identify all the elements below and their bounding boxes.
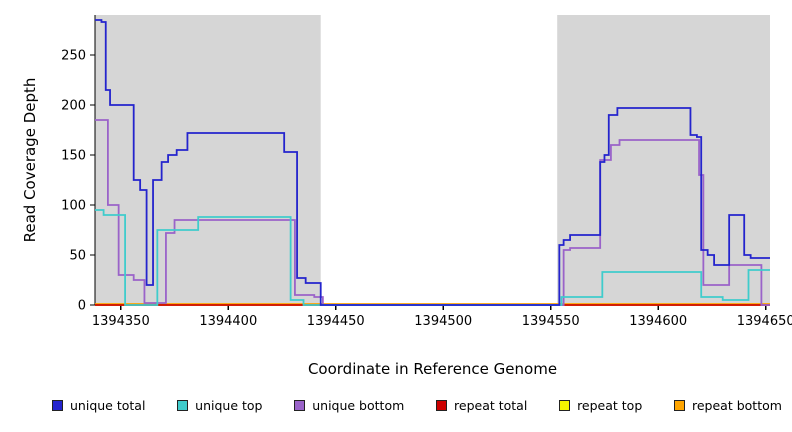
- legend-label: repeat top: [577, 398, 643, 413]
- x-tick-label: 1394500: [414, 314, 472, 329]
- legend-item-repeat-bottom: repeat bottom: [674, 398, 782, 413]
- x-tick-label: 1394400: [199, 314, 257, 329]
- series-unique-total: [95, 19, 770, 306]
- x-axis-title: Coordinate in Reference Genome: [307, 360, 558, 378]
- legend-swatch-icon: [294, 400, 306, 411]
- plot-canvas: 0 50 100 150 200 250 1394350 1394400 1394450 1394…: [61, 15, 792, 329]
- legend-item-unique-total: unique total: [52, 398, 145, 413]
- series-unique-bottom: [95, 119, 770, 306]
- x-tick-label: 1394450: [307, 314, 365, 329]
- legend-label: unique bottom: [312, 398, 405, 413]
- y-tick-label: 100: [61, 199, 86, 214]
- y-tick-label: 250: [61, 49, 86, 64]
- y-axis-title: Read Coverage Depth: [21, 77, 39, 243]
- legend-item-unique-bottom: unique bottom: [294, 398, 404, 413]
- legend-label: unique top: [195, 398, 263, 413]
- series-unique-top: [95, 209, 770, 306]
- legend-item-repeat-total: repeat total: [436, 398, 527, 413]
- legend-swatch-icon: [177, 400, 189, 411]
- shaded-region: [557, 15, 770, 305]
- legend-swatch-icon: [52, 400, 63, 411]
- legend-label: unique total: [70, 398, 146, 413]
- legend-swatch-icon: [559, 400, 571, 411]
- y-tick-label: 150: [61, 149, 86, 164]
- y-tick-label: 0: [78, 299, 86, 314]
- legend-swatch-icon: [436, 400, 448, 411]
- x-tick-label: 1394550: [522, 314, 580, 329]
- x-tick-label: 1394600: [629, 314, 687, 329]
- y-tick-label: 50: [69, 249, 86, 264]
- y-tick-label: 200: [61, 99, 86, 114]
- legend: unique total unique top unique bottom repea…: [52, 398, 782, 413]
- legend-swatch-icon: [674, 400, 685, 411]
- x-tick-label: 1394350: [92, 314, 150, 329]
- legend-item-unique-top: unique top: [177, 398, 262, 413]
- x-tick-label: 1394650: [737, 314, 792, 329]
- shaded-region: [95, 15, 321, 305]
- legend-label: repeat total: [454, 398, 528, 413]
- legend-label: repeat bottom: [692, 398, 782, 413]
- legend-item-repeat-top: repeat top: [559, 398, 642, 413]
